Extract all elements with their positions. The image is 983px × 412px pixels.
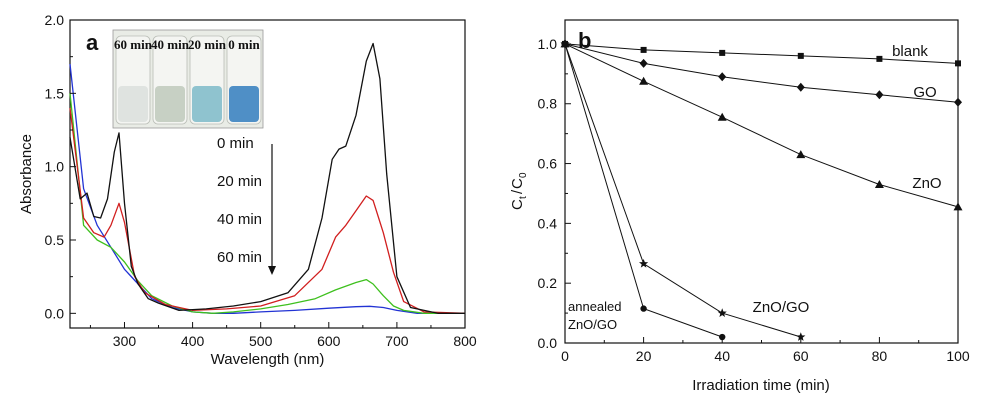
- b-ytick-label: 0.4: [538, 215, 558, 231]
- panel-b-label: b: [578, 28, 591, 53]
- inset-photo: 60 min 40 min 20 min 0 min: [112, 29, 264, 129]
- a-ytick-label: 1.5: [45, 85, 65, 101]
- vial-solution: [229, 86, 259, 122]
- marker-triangle: [874, 180, 884, 188]
- series-line: [564, 43, 959, 208]
- spectrum-2: [69, 93, 465, 314]
- spectrum-3: [69, 63, 465, 314]
- panel-b-ticks: 0 20 40 60 80 100 0.0 0.2 0.4 0.6 0.8 1.0: [538, 36, 970, 364]
- b-xtick-label: 100: [946, 348, 970, 364]
- label-zno-go: ZnO/GO: [753, 299, 810, 316]
- marker-star: [796, 332, 806, 341]
- vial-label: 0 min: [228, 37, 260, 52]
- series-line: [564, 43, 959, 103]
- marker-square: [797, 52, 804, 59]
- marker-star: [717, 308, 727, 317]
- b-ytick-label: 0.6: [538, 156, 558, 172]
- a-ytick-label: 1.0: [45, 159, 65, 175]
- b-xtick-label: 20: [636, 348, 652, 364]
- ylabel-c2: C: [509, 178, 526, 189]
- label-go: GO: [913, 84, 936, 101]
- panel-b-frame: [564, 19, 959, 344]
- marker-diamond: [875, 90, 884, 100]
- marker-diamond: [796, 82, 805, 92]
- spectrum-1: [69, 107, 466, 314]
- panel-a-frame: [69, 19, 466, 329]
- series-line: [564, 43, 801, 338]
- marker-square: [719, 49, 726, 56]
- series-circle: [561, 40, 726, 341]
- panel-a-ticks: 300 400 500 600 700 800 0.0 0.5 1.0 1.5 2.0: [45, 12, 477, 349]
- marker-triangle: [717, 112, 727, 121]
- ylabel-slash: /: [509, 189, 526, 194]
- b-ytick-label: 1.0: [538, 36, 558, 52]
- vial-solution: [118, 86, 148, 122]
- vial-label: 40 min: [151, 37, 190, 52]
- series-star: [560, 39, 806, 341]
- marker-diamond: [718, 72, 727, 82]
- a-ytick-label: 0.5: [45, 232, 65, 248]
- vial-label: 20 min: [188, 37, 227, 52]
- time-label: 60 min: [217, 249, 262, 266]
- b-xtick-label: 80: [872, 348, 888, 364]
- vial-label: 60 min: [114, 37, 153, 52]
- series-triangle: [560, 39, 963, 211]
- series-diamond: [561, 39, 962, 107]
- series-labels: blank GO ZnO ZnO/GO annealed ZnO/GO: [568, 43, 942, 332]
- label-blank: blank: [892, 43, 928, 60]
- panel-a-label: a: [86, 30, 99, 55]
- ylabel-sub-t: t: [518, 196, 529, 199]
- marker-diamond: [639, 58, 648, 68]
- marker-diamond: [954, 97, 962, 107]
- a-xtick-label: 400: [181, 333, 205, 349]
- marker-star: [639, 258, 649, 268]
- b-xtick-label: 0: [561, 348, 569, 364]
- time-label: 20 min: [217, 173, 262, 190]
- b-ytick-label: 0.8: [538, 96, 558, 112]
- label-annealed-1: annealed: [568, 299, 622, 314]
- b-ytick-label: 0.0: [538, 335, 558, 351]
- a-xtick-label: 300: [113, 333, 137, 349]
- vial-solution: [192, 86, 222, 122]
- time-label: 40 min: [217, 211, 262, 228]
- panel-a-xlabel: Wavelength (nm): [211, 351, 325, 368]
- label-zno: ZnO: [912, 175, 941, 192]
- marker-triangle: [639, 76, 649, 85]
- panel-b-series: [560, 39, 963, 341]
- panel-b-xlabel: Irradiation time (min): [692, 377, 830, 394]
- a-xtick-label: 600: [317, 333, 341, 349]
- marker-triangle: [796, 150, 806, 159]
- b-xtick-label: 60: [793, 348, 809, 364]
- label-annealed-2: ZnO/GO: [568, 317, 617, 332]
- vial-solution: [155, 86, 185, 122]
- series-line: [564, 43, 959, 64]
- vials: 60 min 40 min 20 min 0 min: [114, 35, 262, 125]
- panel-b-ylabel: C t / C 0: [509, 172, 529, 210]
- ylabel-sub-0: 0: [518, 172, 529, 178]
- marker-circle: [640, 305, 647, 312]
- marker-square: [955, 60, 961, 67]
- spectrum-0: [69, 42, 465, 314]
- a-xtick-label: 500: [249, 333, 273, 349]
- panel-b: 0 20 40 60 80 100 0.0 0.2 0.4 0.6 0.8 1.0 b Irradia…: [509, 19, 970, 394]
- b-xtick-label: 40: [714, 348, 730, 364]
- marker-triangle: [953, 202, 963, 211]
- panel-a-series: [69, 42, 466, 314]
- b-ytick-label: 0.2: [538, 275, 558, 291]
- time-arrow-head: [268, 266, 276, 275]
- series-line: [564, 43, 723, 338]
- time-label: 0 min: [217, 135, 254, 152]
- a-ytick-label: 2.0: [45, 12, 65, 28]
- a-ytick-label: 0.0: [45, 305, 65, 321]
- a-xtick-label: 800: [453, 333, 477, 349]
- marker-square: [640, 46, 647, 53]
- marker-square: [876, 55, 883, 62]
- panel-a-ylabel: Absorbance: [18, 134, 35, 214]
- a-xtick-label: 700: [385, 333, 409, 349]
- time-labels: 0 min 20 min 40 min 60 min: [217, 135, 262, 266]
- panel-a: 300 400 500 600 700 800 0.0 0.5 1.0 1.5 2.0 a Wave…: [18, 12, 477, 368]
- ylabel-c: C: [509, 199, 526, 210]
